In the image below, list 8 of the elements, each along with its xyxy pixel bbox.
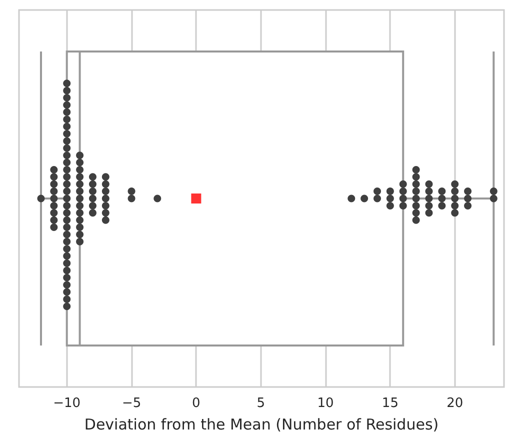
x-tick-label: 0 [192,396,200,411]
x-tick-label: −5 [122,396,142,411]
x-axis-title: Deviation from the Mean (Number of Residues) [84,416,439,434]
x-tick-label: 15 [382,396,398,411]
x-tick-label: −10 [53,396,81,411]
x-tick-label: 10 [317,396,334,411]
x-tick-label: 20 [446,396,464,411]
x-tick-label: 5 [256,396,265,411]
